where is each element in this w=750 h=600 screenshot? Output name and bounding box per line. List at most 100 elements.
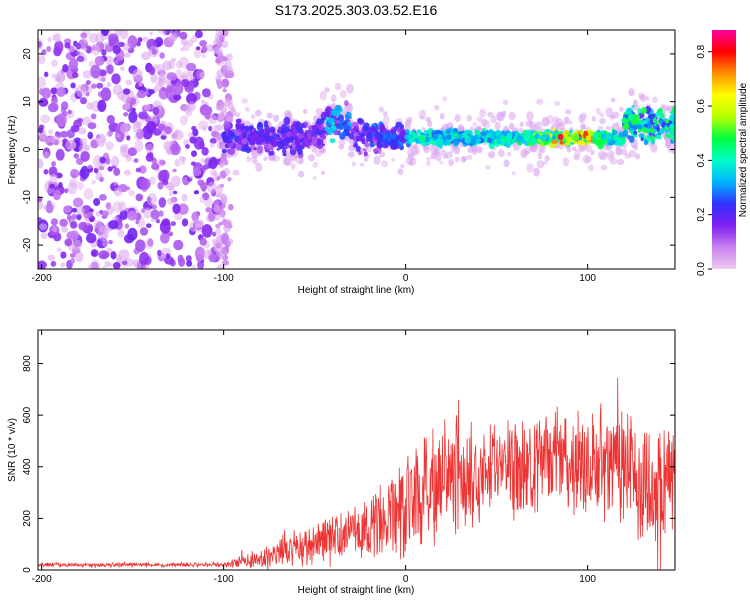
heatmap-cell: [160, 232, 170, 244]
heatmap-cell: [119, 66, 125, 72]
heatmap-cell: [139, 251, 150, 266]
snr-ytick-label: 200: [22, 510, 33, 527]
heatmap-cell: [508, 111, 516, 121]
heatmap-cell: [216, 80, 223, 90]
snr-panel: -200 -100 0 100 0 200 400 600 800 Height of stra…: [7, 329, 676, 596]
heatmap-cell: [511, 171, 516, 176]
heatmap-cell: [376, 141, 380, 145]
heatmap-cell: [242, 145, 248, 152]
heatmap-cell: [467, 146, 474, 154]
snr-xtick-label: 100: [579, 574, 596, 585]
heatmap-cell: [591, 137, 595, 141]
heatmap-cell: [91, 180, 96, 185]
heatmap-cell: [363, 157, 369, 162]
snr-ytick-label: 800: [22, 355, 33, 372]
heatmap-cell: [542, 160, 548, 165]
heatmap-cell: [645, 122, 653, 129]
heatmap-cell: [311, 124, 318, 132]
heatmap-cell: [191, 125, 197, 131]
heatmap-cell: [619, 106, 624, 113]
heatmap-cell: [174, 159, 181, 167]
heatmap-cell: [413, 146, 421, 155]
heatmap-cell: [507, 151, 512, 157]
heatmap-cell: [541, 116, 550, 127]
heatmap-cell: [70, 221, 78, 229]
heatmap-cell: [154, 36, 164, 47]
heatmap-cell: [38, 55, 46, 64]
heatmap-cell: [562, 157, 570, 167]
heatmap-cell: [317, 130, 323, 136]
heatmap-cell: [437, 133, 443, 139]
heatmap-cell: [387, 137, 391, 142]
heatmap-cell: [526, 163, 534, 173]
heatmap-cell: [284, 155, 291, 162]
heatmap-cell: [330, 108, 338, 117]
heatmap-cell: [195, 46, 201, 51]
heatmap-cell: [164, 79, 171, 85]
heatmap-cell: [90, 64, 101, 79]
heatmap-cell: [123, 112, 129, 117]
heatmap-cell: [192, 167, 202, 177]
heatmap-cell: [369, 126, 376, 132]
heatmap-cell: [638, 133, 644, 138]
heatmap-cell: [146, 193, 158, 206]
snr-xtick-label: 0: [403, 574, 409, 585]
heatmap-cell: [38, 158, 44, 169]
heatmap-cell: [215, 75, 223, 83]
snr-xlabel: Height of straight line (km): [298, 585, 415, 596]
heatmap-cell: [155, 64, 165, 72]
heatmap-cell: [200, 99, 206, 104]
heatmap-cell: [216, 124, 224, 131]
heatmap-cell: [318, 125, 325, 131]
heatmap-cell: [559, 140, 564, 145]
heatmap-cell: [185, 110, 192, 117]
heatmap-cell: [155, 82, 162, 92]
heatmap-cell: [302, 108, 308, 115]
heatmap-cell: [580, 131, 584, 136]
heatmap-cell: [124, 143, 129, 150]
heatmap-cell: [49, 183, 55, 189]
snr-ylabel: SNR (10 * v/v): [7, 418, 18, 482]
heatmap-cell: [90, 113, 97, 120]
heatmap-cell: [672, 116, 675, 123]
heatmap-cell: [202, 164, 209, 170]
heatmap-cell: [565, 109, 572, 115]
heatmap-cell: [592, 132, 599, 138]
heatmap-cell: [395, 121, 403, 128]
heatmap-cell: [219, 55, 226, 62]
heatmap-cell: [474, 129, 480, 136]
heatmap-cell: [165, 253, 171, 259]
heatmap-cell: [536, 98, 544, 105]
heatmap-cell: [607, 154, 615, 162]
colorbar: 0.0 0.2 0.4 0.6 0.8 Normalized spectral ampl…: [696, 30, 749, 276]
heatmap-cell: [212, 47, 221, 55]
heatmap-cell: [565, 136, 572, 142]
heatmap-cell: [373, 140, 377, 146]
heatmap-cell: [171, 57, 177, 63]
heatmap-cell: [334, 82, 342, 91]
heatmap-cell: [158, 197, 167, 208]
heatmap-cell: [39, 223, 48, 231]
heatmap-cell: [220, 30, 228, 37]
heatmap-cell: [174, 82, 184, 95]
heatmap-cell: [241, 98, 249, 104]
heatmap-cell: [75, 42, 82, 50]
heatmap-cell: [194, 30, 203, 39]
heatmap-cell: [655, 111, 660, 118]
heatmap-cell: [108, 263, 114, 267]
heatmap-cell: [359, 162, 365, 167]
heatmap-cell: [418, 109, 426, 120]
heatmap-cell: [70, 125, 80, 133]
heatmap-cell: [660, 113, 665, 120]
heatmap-cell: [132, 69, 143, 80]
heatmap-cell: [170, 132, 179, 141]
heatmap-cell: [637, 129, 641, 133]
heatmap-cell: [430, 143, 439, 155]
heatmap-cell: [448, 159, 454, 166]
heatmap-cell: [426, 157, 431, 162]
heatmap-cell: [199, 40, 208, 47]
heatmap-cell: [256, 145, 264, 154]
heatmap-cell: [221, 149, 227, 154]
heatmap-cell: [102, 239, 109, 248]
heatmap-cell: [205, 207, 212, 213]
